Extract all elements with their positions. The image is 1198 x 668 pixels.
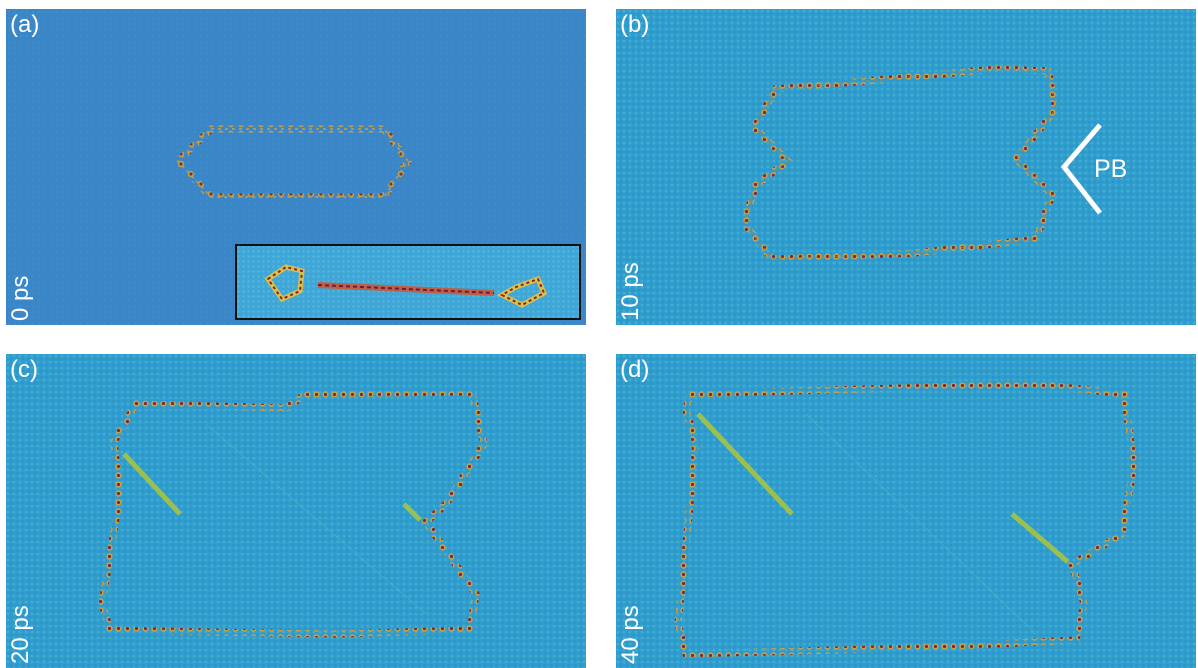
dislocation-loop-c	[98, 388, 488, 638]
panel-b-image	[616, 9, 1196, 325]
panel-b-label: (b)	[620, 11, 650, 38]
panel-a-time-label: 0 ps	[7, 275, 34, 321]
panel-d-image	[616, 354, 1196, 668]
pb-annotation: PB	[1094, 155, 1128, 183]
stacking-fault-right-c	[402, 502, 422, 522]
panel-c-image	[6, 354, 586, 668]
panel-d: (d) 40 ps	[616, 354, 1196, 668]
stacking-fault-left-d	[696, 412, 794, 516]
panel-b-time-label: 10 ps	[617, 262, 644, 321]
panel-c-time-label: 20 ps	[7, 605, 34, 664]
stacking-fault-left-c	[122, 452, 182, 516]
panel-d-label: (d)	[620, 356, 650, 383]
panel-b-background	[616, 9, 1196, 325]
panel-b: (b) PB 10 ps	[616, 9, 1196, 325]
panel-a-image	[6, 9, 586, 325]
panel-c: (c) 20 ps	[6, 354, 586, 668]
panel-a-label: (a)	[10, 11, 40, 38]
inset	[235, 244, 581, 320]
panel-a: (a) 0 ps	[6, 9, 586, 325]
panel-d-time-label: 40 ps	[617, 605, 644, 664]
stacking-fault-right-d	[1010, 512, 1070, 564]
panel-c-label: (c)	[10, 356, 38, 383]
dislocation-loop-d	[674, 380, 1138, 658]
pb-marker	[1060, 123, 1102, 215]
panel-d-background	[616, 354, 1196, 668]
